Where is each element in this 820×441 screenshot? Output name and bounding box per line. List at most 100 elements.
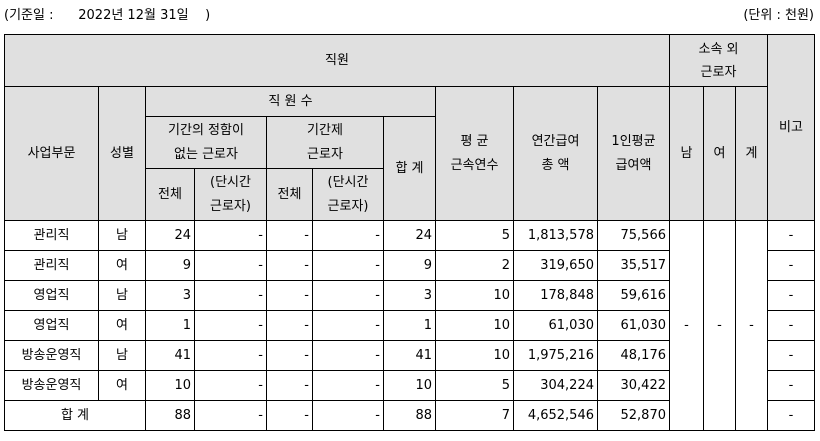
cell-annual-pay: 4,652,546 xyxy=(513,400,598,431)
header-subtotal: 계 xyxy=(735,86,768,221)
cell-sum: 41 xyxy=(383,340,436,371)
header-sum: 합 계 xyxy=(383,116,436,221)
header-male: 남 xyxy=(669,86,704,221)
cell-division: 관리직 xyxy=(4,250,99,281)
unit-label: (단위 : 천원) xyxy=(743,8,814,23)
cell-division: 방송운영직 xyxy=(4,370,99,401)
header-annual-pay-line2: 총 액 xyxy=(541,157,570,173)
cell-indef-part: - xyxy=(194,220,267,251)
table-row: 영업직 남 3 - - - 3 10 178,848 59,616 - xyxy=(4,280,815,311)
header-annual-pay-line1: 연간급여 xyxy=(531,133,580,149)
cell-indef-part: - xyxy=(194,340,267,371)
total-row: 합 계 88 - - - 88 7 4,652,546 52,870 - xyxy=(4,400,815,431)
header-contract-workers-line1: 소속 외 xyxy=(698,41,739,57)
header-fixed-total: 전체 xyxy=(266,168,313,221)
cell-per-capita: 52,870 xyxy=(597,400,670,431)
header-indefinite-line2: 없는 근로자 xyxy=(174,146,238,162)
header-fixed-term-line2: 근로자 xyxy=(307,146,343,162)
cell-tenure: 10 xyxy=(435,280,514,311)
cell-indef-part: - xyxy=(194,370,267,401)
header-fixed-part-time-line1: (단시간 xyxy=(327,174,369,190)
cell-sum: 9 xyxy=(383,250,436,281)
header-fixed-part-time-line2: 근로자) xyxy=(327,198,369,214)
cell-per-capita: 35,517 xyxy=(597,250,670,281)
header-gender: 성별 xyxy=(98,86,146,221)
cell-fixed-part: - xyxy=(312,370,384,401)
cell-remarks: - xyxy=(767,340,815,371)
cell-per-capita: 48,176 xyxy=(597,340,670,371)
header-fixed-term: 기간제 근로자 xyxy=(266,116,384,169)
cell-remarks: - xyxy=(767,400,815,431)
header-indef-part-time-line1: (단시간 xyxy=(210,174,251,190)
header-remarks: 비고 xyxy=(767,34,815,221)
cell-sum: 24 xyxy=(383,220,436,251)
cell-sum: 1 xyxy=(383,310,436,341)
header-division: 사업부문 xyxy=(4,86,99,221)
cell-gender: 남 xyxy=(98,280,146,311)
header-per-capita-pay-line1: 1인평균 xyxy=(611,133,656,149)
cell-indef-total: 9 xyxy=(145,250,195,281)
cell-fixed-part: - xyxy=(312,340,384,371)
header-headcount: 직 원 수 xyxy=(145,86,436,117)
cell-gender: 여 xyxy=(98,250,146,281)
cell-per-capita: 75,566 xyxy=(597,220,670,251)
cell-gender: 여 xyxy=(98,310,146,341)
table-row: 방송운영직 여 10 - - - 10 5 304,224 30,422 - xyxy=(4,370,815,401)
cell-contract-subtotal: - xyxy=(735,220,768,431)
cell-division: 방송운영직 xyxy=(4,340,99,371)
cell-indef-total: 24 xyxy=(145,220,195,251)
cell-contract-male: - xyxy=(669,220,704,431)
table-row: 관리직 여 9 - - - 9 2 319,650 35,517 - xyxy=(4,250,815,281)
cell-per-capita: 30,422 xyxy=(597,370,670,401)
cell-fixed-part: - xyxy=(312,310,384,341)
cell-annual-pay: 61,030 xyxy=(513,310,598,341)
cell-indef-part: - xyxy=(194,250,267,281)
cell-division: 영업직 xyxy=(4,310,99,341)
header-female: 여 xyxy=(703,86,736,221)
header-avg-tenure-line1: 평 균 xyxy=(460,133,489,149)
cell-fixed-total: - xyxy=(266,310,313,341)
cell-indef-total: 1 xyxy=(145,310,195,341)
cell-indef-part: - xyxy=(194,400,267,431)
cell-sum: 88 xyxy=(383,400,436,431)
cell-annual-pay: 1,813,578 xyxy=(513,220,598,251)
cell-tenure: 7 xyxy=(435,400,514,431)
header-per-capita-pay-line2: 급여액 xyxy=(615,157,652,173)
cell-division: 관리직 xyxy=(4,220,99,251)
cell-gender: 여 xyxy=(98,370,146,401)
header-per-capita-pay: 1인평균 급여액 xyxy=(597,86,670,221)
header-avg-tenure-line2: 근속연수 xyxy=(450,157,499,173)
cell-sum: 10 xyxy=(383,370,436,401)
cell-sum: 3 xyxy=(383,280,436,311)
cell-contract-female: - xyxy=(703,220,736,431)
cell-indef-part: - xyxy=(194,310,267,341)
cell-gender: 남 xyxy=(98,340,146,371)
cell-indef-total: 41 xyxy=(145,340,195,371)
header-fixed-term-line1: 기간제 xyxy=(307,122,343,138)
cell-remarks: - xyxy=(767,250,815,281)
cell-indef-total: 88 xyxy=(145,400,195,431)
cell-remarks: - xyxy=(767,310,815,341)
header-avg-tenure: 평 균 근속연수 xyxy=(435,86,514,221)
cell-per-capita: 61,030 xyxy=(597,310,670,341)
table-row: 관리직 남 24 - - - 24 5 1,813,578 75,566 - -… xyxy=(4,220,815,431)
cell-annual-pay: 304,224 xyxy=(513,370,598,401)
cell-fixed-total: - xyxy=(266,370,313,401)
cell-division: 영업직 xyxy=(4,280,99,311)
header-annual-pay: 연간급여 총 액 xyxy=(513,86,598,221)
cell-tenure: 5 xyxy=(435,370,514,401)
cell-annual-pay: 319,650 xyxy=(513,250,598,281)
header-employees: 직원 xyxy=(4,34,670,87)
employee-status-table: 직원 소속 외 근로자 비고 사업부문 성별 직 원 수 평 균 근속연수 연간… xyxy=(4,34,815,431)
table-row: 방송운영직 남 41 - - - 41 10 1,975,216 48,176 … xyxy=(4,340,815,371)
table-row: 영업직 여 1 - - - 1 10 61,030 61,030 - xyxy=(4,310,815,341)
cell-per-capita: 59,616 xyxy=(597,280,670,311)
header-contract-workers-line2: 근로자 xyxy=(700,64,737,80)
header-indef-part-time-line2: 근로자) xyxy=(210,198,251,214)
cell-fixed-part: - xyxy=(312,400,384,431)
cell-tenure: 10 xyxy=(435,310,514,341)
cell-fixed-total: - xyxy=(266,250,313,281)
header-indefinite-line1: 기간의 정함이 xyxy=(168,122,244,138)
cell-remarks: - xyxy=(767,370,815,401)
header-fixed-part-time: (단시간 근로자) xyxy=(312,168,384,221)
